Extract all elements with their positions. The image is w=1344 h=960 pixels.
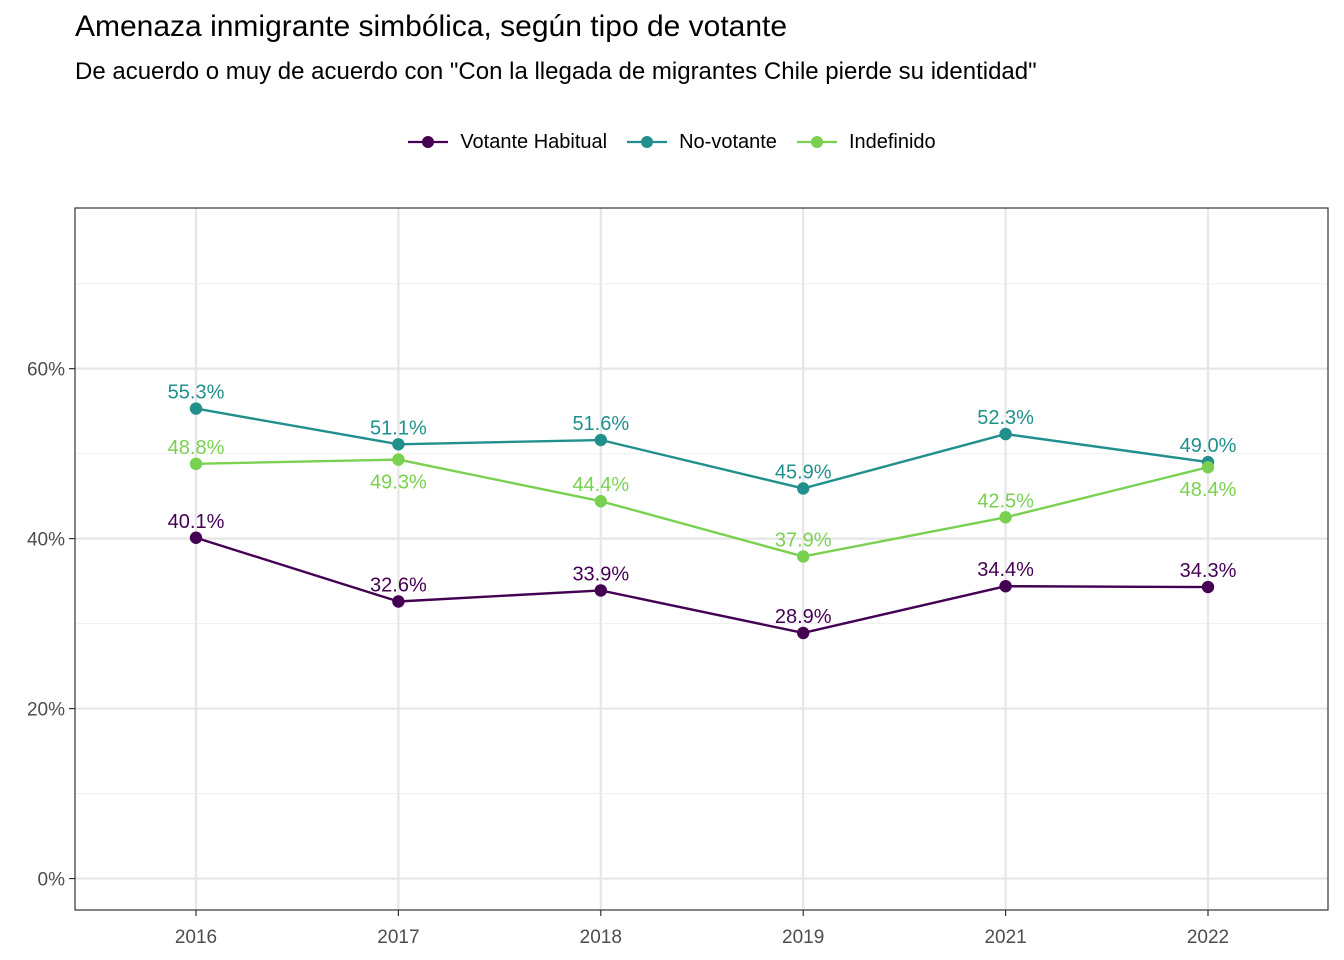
- data-point-indefinido: [1201, 461, 1215, 474]
- legend: Votante Habitual No-votante Indefinido: [0, 124, 1344, 160]
- data-label-votante-habitual: 34.3%: [1180, 560, 1237, 582]
- legend-label-no-votante: No-votante: [679, 130, 777, 153]
- x-tick-label: 2016: [175, 927, 217, 948]
- data-point-no-votante: [797, 482, 810, 495]
- legend-key-votante-habitual: [408, 136, 449, 148]
- legend-label-votante-habitual: Votante Habitual: [460, 130, 608, 153]
- chart-title: Amenaza inmigrante simbólica, según tipo…: [75, 10, 788, 43]
- data-point-no-votante: [999, 427, 1012, 441]
- x-tick-label: 2017: [377, 927, 419, 948]
- data-label-indefinido: 37.9%: [775, 529, 832, 551]
- data-label-votante-habitual: 33.9%: [572, 563, 629, 585]
- data-label-indefinido: 44.4%: [572, 474, 629, 496]
- data-point-indefinido: [999, 511, 1012, 524]
- x-tick-label: 2021: [984, 927, 1026, 948]
- data-point-votante-habitual: [189, 531, 203, 544]
- panel-border: [74, 207, 1329, 911]
- data-label-no-votante: 49.0%: [1180, 435, 1237, 457]
- data-label-votante-habitual: 28.9%: [775, 606, 832, 628]
- chart-subtitle: De acuerdo o muy de acuerdo con "Con la …: [75, 58, 1037, 85]
- x-tick-label: 2022: [1187, 927, 1229, 948]
- y-tick-label: 0%: [38, 870, 66, 891]
- data-label-no-votante: 52.3%: [977, 407, 1034, 429]
- data-point-indefinido: [594, 495, 607, 508]
- legend-item-indefinido: Indefinido: [796, 130, 936, 154]
- data-label-indefinido: 48.8%: [168, 437, 225, 459]
- data-point-indefinido: [797, 550, 810, 563]
- data-label-indefinido: 48.4%: [1180, 479, 1237, 501]
- x-tick-label: 2019: [782, 927, 824, 948]
- data-point-no-votante: [392, 438, 405, 451]
- data-point-votante-habitual: [594, 584, 607, 597]
- series-line-no-votante: [195, 407, 1209, 490]
- data-point-indefinido: [189, 457, 203, 471]
- legend-key-indefinido: [796, 136, 837, 148]
- legend-key-no-votante: [627, 136, 668, 148]
- data-point-no-votante: [594, 433, 607, 447]
- data-label-no-votante: 51.1%: [370, 417, 427, 439]
- legend-item-votante-habitual: Votante Habitual: [408, 131, 607, 154]
- data-point-indefinido: [392, 453, 405, 466]
- data-label-votante-habitual: 40.1%: [168, 511, 225, 533]
- data-point-no-votante: [189, 402, 203, 415]
- panel-background: [75, 208, 1328, 910]
- data-point-votante-habitual: [999, 579, 1012, 593]
- data-point-votante-habitual: [797, 626, 810, 640]
- data-label-indefinido: 42.5%: [977, 490, 1034, 512]
- data-label-no-votante: 55.3%: [168, 382, 225, 404]
- y-tick-label: 60%: [27, 360, 65, 381]
- data-point-votante-habitual: [392, 595, 405, 608]
- series-line-votante-habitual: [195, 536, 1209, 635]
- data-label-votante-habitual: 32.6%: [370, 574, 427, 596]
- y-tick-label: 40%: [27, 530, 65, 551]
- data-label-indefinido: 49.3%: [370, 472, 427, 494]
- legend-label-indefinido: Indefinido: [848, 130, 936, 153]
- legend-item-no-votante: No-votante: [627, 131, 777, 154]
- y-tick-label: 20%: [27, 700, 65, 721]
- data-point-votante-habitual: [1201, 580, 1215, 594]
- data-label-votante-habitual: 34.4%: [977, 559, 1034, 581]
- x-tick-label: 2018: [580, 927, 622, 948]
- series-line-indefinido: [195, 458, 1209, 558]
- data-label-no-votante: 51.6%: [572, 413, 629, 435]
- data-label-no-votante: 45.9%: [775, 461, 832, 483]
